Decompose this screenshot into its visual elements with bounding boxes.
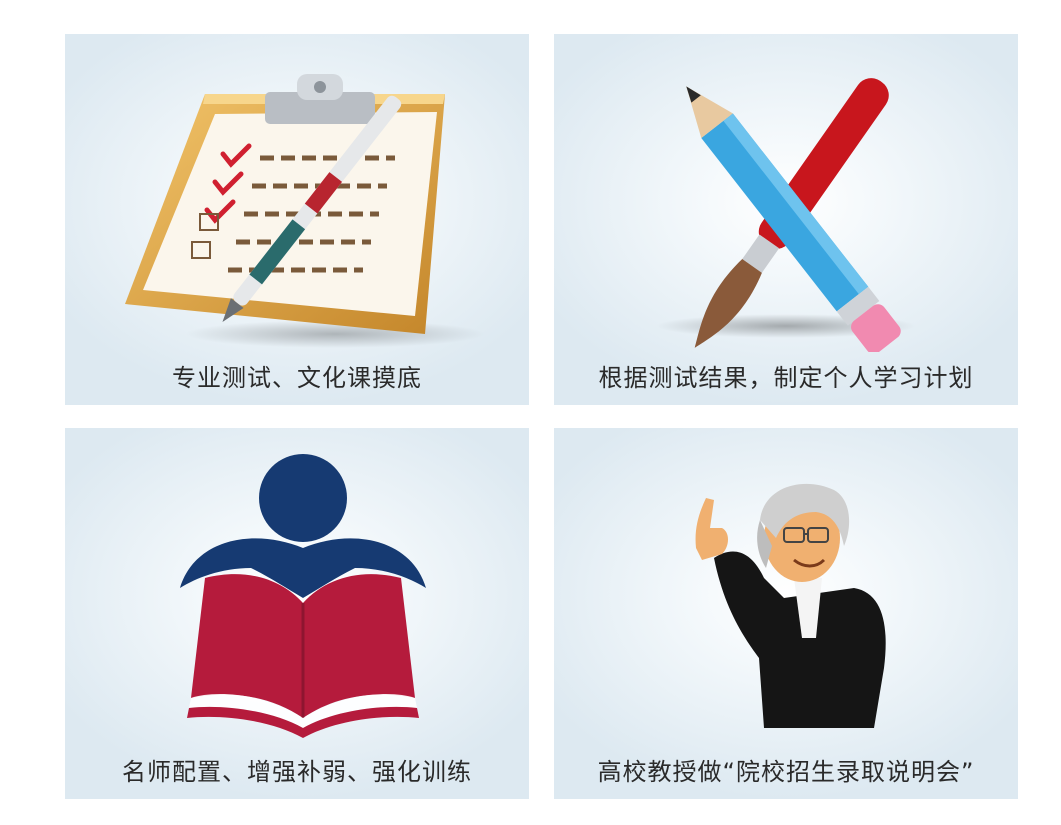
clipboard-checklist-icon xyxy=(125,74,485,348)
card-caption: 名师配置、增强补弱、强化训练 xyxy=(122,758,472,786)
card-caption: 专业测试、文化课摸底 xyxy=(172,364,422,392)
card-caption: 高校教授做“院校招生录取说明会” xyxy=(597,758,975,786)
professor-icon xyxy=(695,483,886,728)
feature-card-teachers: 名师配置、增强补弱、强化训练 xyxy=(65,428,529,799)
feature-card-professor: 高校教授做“院校招生录取说明会” xyxy=(554,428,1018,799)
card-caption: 根据测试结果，制定个人学习计划 xyxy=(598,364,974,392)
feature-card-plan: 根据测试结果，制定个人学习计划 xyxy=(554,34,1018,405)
feature-card-test: 专业测试、文化课摸底 xyxy=(65,34,529,405)
reader-book-icon xyxy=(180,454,426,738)
pencil-brush-icon xyxy=(656,78,916,352)
